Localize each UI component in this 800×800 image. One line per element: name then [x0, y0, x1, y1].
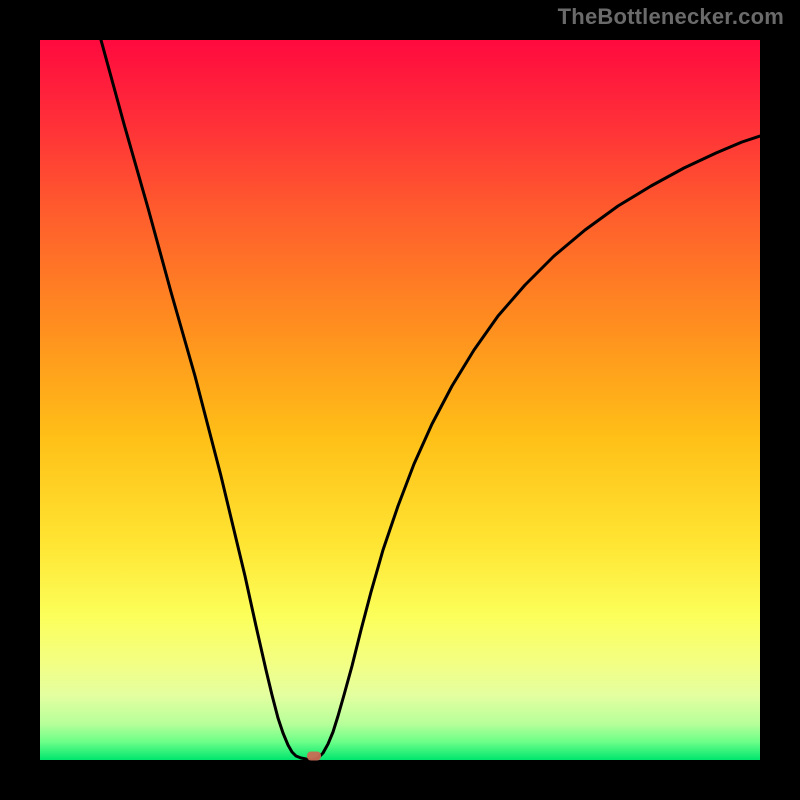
bottleneck-chart: [0, 0, 800, 800]
selection-marker: [307, 752, 321, 761]
plot-background: [40, 40, 760, 760]
chart-container: TheBottlenecker.com: [0, 0, 800, 800]
